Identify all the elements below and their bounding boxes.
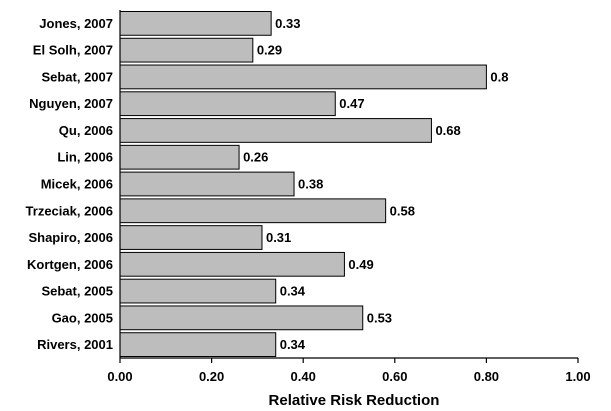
bar bbox=[119, 91, 336, 117]
bar bbox=[119, 118, 432, 143]
value-label: 0.58 bbox=[390, 203, 415, 218]
category-labels: Jones, 2007 El Solh, 2007 Sebat, 2007 Nguye… bbox=[26, 16, 113, 352]
category-label: Nguyen, 2007 bbox=[29, 96, 113, 111]
bar bbox=[119, 225, 263, 250]
bar bbox=[119, 332, 277, 358]
category-label: Micek, 2006 bbox=[41, 177, 113, 192]
x-tick-label: 0.00 bbox=[107, 369, 132, 384]
value-label: 0.38 bbox=[298, 177, 323, 192]
bar bbox=[119, 171, 295, 197]
category-label: Sebat, 2005 bbox=[41, 284, 113, 299]
x-axis-title: Relative Risk Reduction bbox=[269, 392, 440, 409]
x-tick-label: 0.60 bbox=[382, 369, 407, 384]
bar bbox=[119, 37, 254, 63]
bar bbox=[119, 64, 487, 90]
category-label: Lin, 2006 bbox=[57, 150, 113, 165]
value-labels: 0.33 0.29 0.8 0.47 0.68 0.26 0.38 0.58 0.31 0.49 0… bbox=[243, 16, 508, 352]
x-ticks: 0.00 0.20 0.40 0.60 0.80 1.00 bbox=[107, 358, 591, 384]
value-label: 0.34 bbox=[280, 337, 306, 352]
value-label: 0.68 bbox=[435, 123, 460, 138]
category-label: Kortgen, 2006 bbox=[27, 257, 113, 272]
bar bbox=[119, 198, 387, 224]
value-label: 0.29 bbox=[257, 43, 282, 58]
value-label: 0.49 bbox=[348, 257, 373, 272]
value-label: 0.47 bbox=[339, 96, 364, 111]
x-tick-label: 0.40 bbox=[291, 369, 316, 384]
value-label: 0.33 bbox=[275, 16, 300, 31]
category-label: El Solh, 2007 bbox=[33, 43, 113, 58]
category-label: Qu, 2006 bbox=[59, 123, 113, 138]
x-tick-label: 0.80 bbox=[474, 369, 499, 384]
x-tick-label: 0.20 bbox=[199, 369, 224, 384]
value-label: 0.53 bbox=[367, 310, 392, 325]
value-label: 0.31 bbox=[266, 230, 291, 245]
x-tick-label: 1.00 bbox=[565, 369, 590, 384]
category-label: Trzeciak, 2006 bbox=[26, 203, 113, 218]
value-label: 0.34 bbox=[280, 284, 306, 299]
category-label: Gao, 2005 bbox=[52, 310, 113, 325]
category-label: Rivers, 2001 bbox=[37, 337, 113, 352]
value-label: 0.26 bbox=[243, 150, 268, 165]
bar bbox=[119, 305, 364, 331]
bar bbox=[119, 278, 277, 304]
bar bbox=[119, 144, 240, 170]
bar bbox=[119, 11, 272, 36]
bar bbox=[119, 251, 345, 277]
category-label: Jones, 2007 bbox=[39, 16, 113, 31]
category-label: Sebat, 2007 bbox=[41, 69, 113, 84]
value-label: 0.8 bbox=[490, 69, 508, 84]
category-label: Shapiro, 2006 bbox=[28, 230, 113, 245]
